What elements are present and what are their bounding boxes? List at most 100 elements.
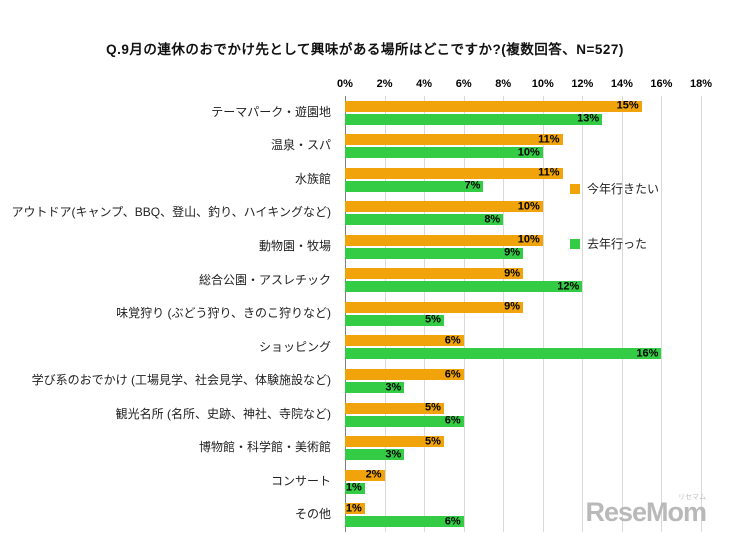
bar-rows: 15% 13% 11% 10% 11% 7% 10% 8% 10% 9% 9% 12% 9% 5% 6% 16…: [345, 96, 701, 532]
plot-area: 15% 13% 11% 10% 11% 7% 10% 8% 10% 9% 9% 12% 9% 5% 6% 16…: [345, 96, 702, 532]
bar-this-year: 2%: [345, 468, 385, 481]
x-tick-label: 12%: [571, 78, 594, 90]
bar-value-label: 6%: [444, 515, 461, 528]
bar-last-year: 3%: [345, 381, 405, 394]
gridline: [542, 96, 544, 532]
bar-last-year: 8%: [345, 213, 504, 226]
bar-value-label: 15%: [616, 99, 639, 112]
bar-last-year: 1%: [345, 481, 365, 494]
bar-last-year: 6%: [345, 414, 464, 427]
bar-last-year: 3%: [345, 448, 405, 461]
category-label: 博物館・科学館・美術館: [198, 440, 331, 455]
bar-this-year: 10%: [345, 234, 543, 246]
bar-value-label: 9%: [504, 267, 520, 280]
bar-value-label: 16%: [636, 347, 659, 360]
bar-group: 5% 6%: [345, 398, 701, 432]
bar-value-label: 1%: [345, 481, 362, 494]
bar-value-label: 9%: [504, 246, 520, 259]
bar-value-label: 10%: [517, 146, 540, 159]
x-tick-label: 8%: [495, 78, 512, 90]
x-tick-label: 6%: [455, 78, 472, 90]
bar-value-label: 11%: [538, 133, 560, 146]
gridline: [661, 96, 663, 532]
gridline: [621, 96, 623, 532]
bar-group: 11% 7%: [345, 163, 701, 197]
bar-group: 10% 9%: [345, 230, 701, 264]
legend-item-last-year: 去年行った: [570, 235, 659, 252]
bar-this-year: 5%: [345, 401, 444, 414]
bar-last-year: 16%: [345, 347, 662, 360]
bar-last-year: 9%: [345, 246, 523, 259]
x-axis: 0% 2% 4% 6% 8% 10% 12% 14% 16% 18%: [337, 78, 712, 92]
bar-value-label: 3%: [385, 381, 402, 394]
bar-value-label: 3%: [385, 448, 402, 461]
category-label: コンサート: [270, 473, 331, 488]
bar-group: 9% 5%: [345, 297, 701, 331]
bar-this-year: 10%: [345, 200, 543, 213]
category-label: 学び系のおでかけ (工場見学、社会見学、体験施設など): [31, 373, 331, 388]
chart-title: Q.9月の連休のおでかけ先として興味がある場所はどこですか?(複数回答、N=52…: [106, 42, 624, 57]
category-label: 観光名所 (名所、史跡、神社、寺院など): [115, 406, 331, 421]
last-year-swatch-icon: [570, 238, 580, 249]
bar-this-year: 5%: [345, 436, 444, 448]
legend: 今年行きたい 去年行った: [570, 180, 659, 252]
resemom-logo-text: ReseMom: [585, 497, 707, 527]
bar-this-year: 9%: [345, 300, 523, 313]
bar-value-label: 11%: [538, 166, 560, 179]
y-axis-line: [345, 96, 346, 532]
x-tick-label: 16%: [650, 78, 673, 90]
category-label: その他: [294, 507, 331, 522]
bar-this-year: 1%: [345, 502, 365, 515]
bar-value-label: 5%: [424, 401, 441, 414]
category-label: 動物園・牧場: [258, 238, 331, 253]
bar-last-year: 10%: [345, 146, 543, 159]
category-label: アウトドア(キャンプ、BBQ、登山、釣り、ハイキングなど): [11, 205, 331, 220]
bar-last-year: 12%: [345, 280, 583, 293]
bar-value-label: 2%: [365, 468, 382, 481]
legend-item-this-year: 今年行きたい: [570, 180, 659, 197]
bar-this-year: 6%: [345, 334, 464, 347]
x-tick-label: 2%: [376, 78, 393, 90]
x-tick-label: 4%: [416, 78, 433, 90]
bar-this-year: 11%: [345, 166, 563, 179]
x-tick-label: 18%: [689, 78, 713, 90]
bar-last-year: 5%: [345, 313, 444, 326]
gridline: [424, 96, 426, 532]
bar-group: 15% 13%: [345, 96, 701, 130]
bar-this-year: 15%: [345, 99, 642, 112]
bar-value-label: 1%: [345, 502, 362, 515]
bar-value-label: 5%: [424, 313, 441, 326]
gridline: [701, 96, 702, 532]
x-tick-label: 0%: [337, 78, 353, 90]
bar-group: 11% 10%: [345, 130, 701, 164]
bar-value-label: 10%: [517, 200, 540, 213]
bar-this-year: 11%: [345, 133, 563, 146]
resemom-logo: ReseMom リセマム: [585, 494, 707, 527]
bar-value-label: 6%: [444, 334, 461, 347]
gridline: [384, 96, 386, 532]
bar-last-year: 13%: [345, 112, 603, 125]
bar-group: 2% 1%: [345, 465, 701, 499]
resemom-logo-katakana: リセマム: [678, 494, 706, 501]
bar-group: 5% 3%: [345, 431, 701, 465]
gridline: [503, 96, 505, 532]
bar-last-year: 6%: [345, 515, 464, 528]
category-label: 水族館: [294, 171, 331, 186]
category-label: 総合公園・アスレチック: [198, 272, 331, 287]
legend-label-last-year: 去年行った: [587, 237, 648, 251]
bar-group: 10% 8%: [345, 197, 701, 231]
category-label: ショッピング: [258, 339, 331, 354]
legend-label-this-year: 今年行きたい: [587, 182, 660, 196]
bar-value-label: 6%: [444, 414, 461, 427]
bar-value-label: 12%: [557, 280, 580, 293]
bar-group: 6% 16%: [345, 331, 701, 365]
category-label: 味覚狩り (ぶどう狩り、きのこ狩りなど): [116, 306, 331, 321]
bar-this-year: 6%: [345, 368, 464, 381]
bar-value-label: 6%: [444, 368, 461, 381]
this-year-swatch-icon: [570, 183, 580, 194]
bar-value-label: 13%: [577, 112, 600, 125]
bar-value-label: 9%: [504, 300, 520, 313]
bar-value-label: 8%: [484, 213, 501, 226]
bar-this-year: 9%: [345, 267, 523, 280]
category-label: テーマパーク・遊園地: [211, 104, 331, 119]
